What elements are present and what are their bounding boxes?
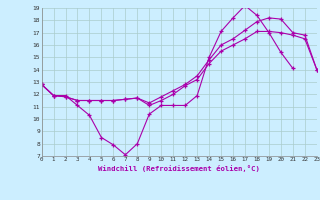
X-axis label: Windchill (Refroidissement éolien,°C): Windchill (Refroidissement éolien,°C)	[98, 165, 260, 172]
